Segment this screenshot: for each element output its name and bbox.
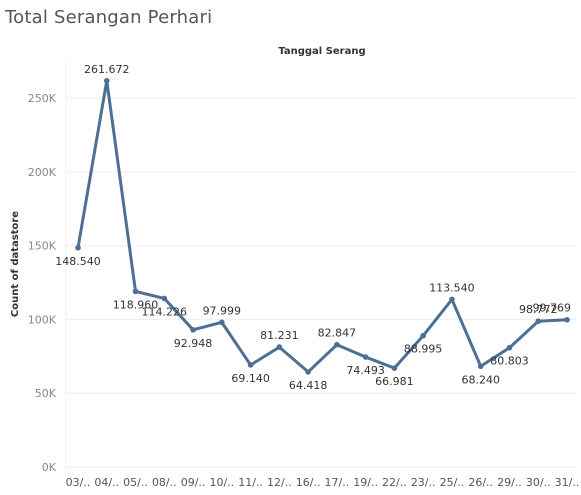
data-label: 148.540	[55, 255, 101, 268]
x-tick-label: 26/..	[468, 476, 493, 489]
x-tick-label: 04/..	[94, 476, 119, 489]
y-tick-label: 100K	[28, 313, 57, 326]
data-point	[75, 244, 81, 251]
y-tick-label: 150K	[28, 240, 57, 253]
x-tick-label: 10/..	[209, 476, 234, 489]
series-line	[76, 79, 568, 374]
x-tick-label: 19/..	[353, 476, 378, 489]
x-tick-label: 05/..	[123, 476, 148, 489]
data-label: 98.772	[519, 303, 558, 316]
data-label: 88.995	[404, 343, 443, 356]
y-axis-title: Count of datastore	[10, 211, 21, 317]
y-tick-label: 200K	[28, 166, 57, 179]
data-label: 80.803	[490, 355, 529, 368]
data-point	[334, 341, 340, 348]
data-point	[132, 288, 139, 295]
data-point	[477, 363, 484, 370]
data-point	[161, 295, 168, 302]
data-label: 64.418	[289, 379, 328, 392]
data-label: 82.847	[318, 327, 357, 340]
data-label: 68.240	[461, 373, 500, 386]
data-point	[391, 365, 398, 371]
y-axis-ticks: 0K 50K 100K 150K 200K 250K	[28, 92, 57, 474]
data-label: 99.769	[533, 302, 572, 315]
data-label: 66.981	[375, 375, 414, 388]
y-tick-label: 0K	[42, 461, 57, 474]
data-label: 92.948	[174, 337, 213, 350]
data-point	[190, 327, 196, 333]
x-axis-ticks: 03/.. 04/.. 05/.. 08/.. 09/.. 10/.. 11/.. 12/..…	[66, 476, 580, 489]
x-tick-label: 25/..	[440, 476, 465, 489]
data-label: 97.999	[203, 304, 242, 317]
x-tick-label: 03/..	[66, 476, 91, 489]
x-tick-label: 23/..	[411, 476, 436, 489]
data-point	[449, 296, 455, 303]
data-series	[75, 77, 570, 375]
y-tick-label: 50K	[35, 387, 57, 400]
x-tick-label: 30/..	[526, 476, 551, 489]
data-label: 114.226	[142, 305, 188, 318]
data-label: 118.960	[113, 298, 159, 311]
data-label: 113.540	[429, 281, 475, 294]
data-label: 81.231	[260, 329, 299, 342]
data-point	[103, 77, 110, 84]
x-tick-label: 11/..	[238, 476, 263, 489]
data-label: 74.493	[346, 364, 385, 377]
y-tick-label: 250K	[28, 92, 57, 105]
data-label: 69.140	[231, 372, 270, 385]
data-point	[420, 332, 426, 339]
x-tick-label: 08/..	[152, 476, 177, 489]
data-point	[219, 319, 225, 326]
x-tick-label: 31/..	[555, 476, 580, 489]
gridlines	[65, 62, 577, 472]
data-label: 261.672	[84, 63, 130, 76]
data-point	[362, 354, 369, 360]
x-tick-label: 29/..	[497, 476, 522, 489]
data-point	[564, 316, 570, 323]
x-tick-label: 12/..	[267, 476, 292, 489]
x-tick-label: 17/..	[325, 476, 350, 489]
data-point	[276, 344, 283, 350]
data-point	[305, 369, 311, 375]
data-point	[535, 318, 542, 325]
x-tick-label: 16/..	[296, 476, 321, 489]
x-axis-title: Tanggal Serang	[278, 46, 365, 57]
x-tick-label: 22/..	[382, 476, 407, 489]
data-point	[247, 362, 254, 368]
data-point	[506, 344, 513, 351]
x-tick-label: 09/..	[181, 476, 206, 489]
chart-title: Total Serangan Perhari	[5, 7, 213, 28]
